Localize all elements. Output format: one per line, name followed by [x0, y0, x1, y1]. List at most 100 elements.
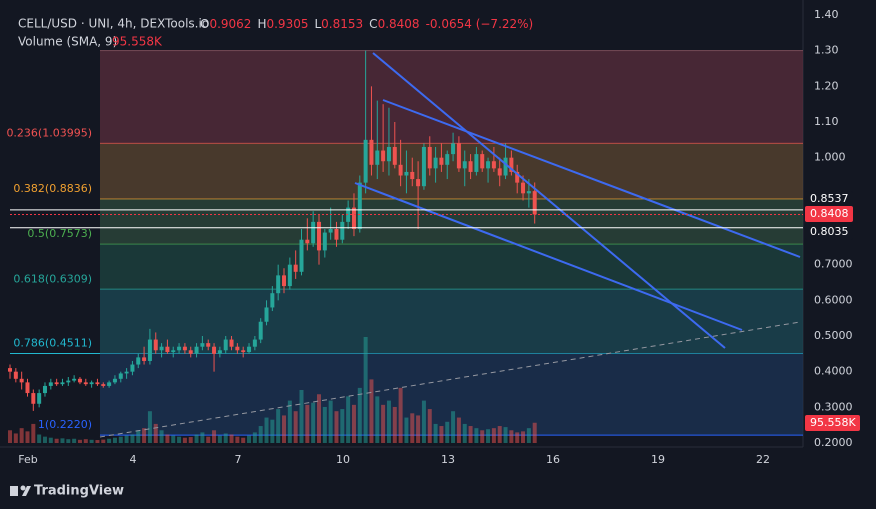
candle-body [322, 232, 327, 251]
candle-body [130, 364, 135, 372]
volume-bar [462, 423, 467, 443]
volume-bar [369, 379, 374, 443]
volume-bar [480, 430, 485, 443]
candle-body [398, 164, 403, 176]
volume-bar [200, 432, 205, 443]
candle-body [451, 143, 456, 155]
candle-body [124, 371, 129, 374]
ohlc-values: O0.9062 H0.9305 L0.8153 C0.8408 -0.0654 (−7.… [200, 17, 533, 31]
volume-bar [311, 402, 316, 443]
volume-bar [346, 396, 351, 443]
candle-body [212, 346, 217, 354]
volume-bar [503, 427, 508, 443]
volume-bar [60, 438, 65, 443]
candle-body [474, 154, 479, 172]
y-tick-label: 1.30 [814, 44, 839, 57]
candle-body [456, 143, 461, 169]
tradingview-logo: TradingView [10, 484, 124, 499]
candle-body [497, 168, 502, 176]
volume-bar [410, 413, 415, 443]
candle-body [101, 384, 106, 386]
volume-bar [305, 404, 310, 443]
candle-body [363, 139, 368, 183]
volume-bar [252, 432, 257, 443]
volume-bar [241, 437, 246, 443]
volume-bar [282, 415, 287, 443]
candle-body [357, 182, 362, 229]
volume-bar [124, 435, 129, 443]
logo-mark [20, 485, 26, 491]
volume-bar [445, 421, 450, 443]
candle-body [404, 171, 409, 176]
volume-bar [328, 400, 333, 443]
volume-bar [398, 387, 403, 443]
volume-bar [95, 440, 100, 443]
volume-bar [165, 434, 170, 443]
fib-band [100, 289, 803, 354]
volume-bar [357, 387, 362, 443]
volume-bar [468, 426, 473, 443]
candle-body [462, 161, 467, 169]
volume-bar [112, 437, 117, 443]
y-tick-label: 1.20 [814, 79, 839, 92]
candle-body [54, 382, 59, 385]
volume-bar [392, 406, 397, 443]
trendline [354, 182, 743, 331]
ohlc-key: L [314, 17, 321, 31]
candle-body [252, 339, 257, 347]
volume-bar [130, 434, 135, 443]
volume-bar [31, 423, 36, 443]
volume-bar [451, 411, 456, 443]
candle-body [439, 157, 444, 165]
candle-body [509, 157, 514, 172]
volume-bar [188, 437, 193, 443]
y-tick-label: 0.5000 [814, 329, 853, 342]
volume-pane [8, 337, 537, 443]
candle-body [526, 191, 531, 194]
volume-bar [159, 430, 164, 443]
candle-body [159, 346, 164, 351]
candle-body [334, 229, 339, 240]
dashed-trendline [99, 321, 801, 438]
volume-value: 95.558K [112, 35, 163, 49]
candle-body [188, 350, 193, 354]
volume-bar [375, 396, 380, 443]
volume-bar [276, 409, 281, 443]
volume-bar [147, 411, 152, 443]
volume-bar [340, 409, 345, 443]
candle-body [19, 378, 24, 383]
price-label: 0.8035 [810, 225, 849, 238]
volume-bar [287, 400, 292, 443]
candle-body [486, 161, 491, 169]
candle-body [177, 346, 182, 351]
candle-body [375, 150, 380, 165]
price-label-box [805, 224, 853, 240]
x-tick-label: 7 [235, 453, 242, 466]
fib-label: 0.382(0.8836) [13, 182, 92, 195]
volume-bar [142, 428, 147, 443]
ohlc-key: O [200, 17, 209, 31]
x-tick-label: 19 [651, 453, 665, 466]
x-tick-label: 13 [441, 453, 455, 466]
volume-bar [509, 430, 514, 443]
volume-bar [66, 439, 71, 443]
candle-body [165, 346, 170, 353]
candle-body [206, 343, 211, 347]
volume-bar [77, 439, 82, 443]
volume-bar [439, 426, 444, 443]
candle-body [270, 293, 275, 308]
volume-bar [526, 428, 531, 443]
candle-body [293, 264, 298, 272]
candle-body [299, 239, 304, 272]
fib-band [100, 199, 803, 245]
candle-body [351, 207, 356, 229]
candle-body [89, 382, 94, 385]
candle-body [287, 264, 292, 287]
volume-bar [136, 430, 141, 443]
candle-body [282, 275, 287, 287]
volume-bar [264, 417, 269, 443]
candle-body [153, 339, 158, 351]
volume-bar [363, 337, 368, 443]
volume-label-box [805, 415, 860, 431]
overlay: 0.236(1.03995) 0.382(0.8836) 0.5(0.7573) 0.… [6, 126, 860, 431]
